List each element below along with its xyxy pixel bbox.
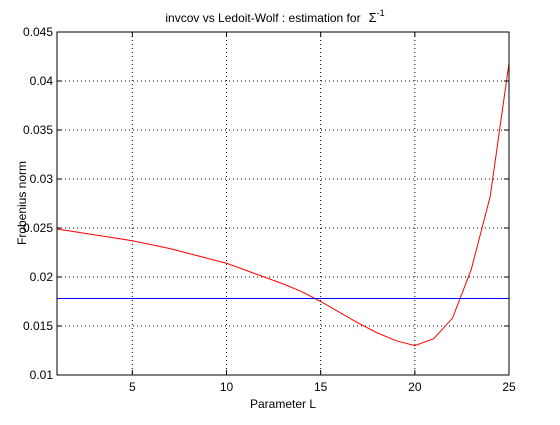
series-line-1 [56, 63, 510, 347]
plot-background [57, 32, 509, 375]
x-tick-label: 25 [502, 380, 516, 394]
y-tick-label: 0.015 [23, 319, 53, 333]
chart-title-symbol: Σ [369, 10, 377, 25]
y-tick-labels: 0.01 0.015 0.02 0.025 0.03 0.035 0.04 0.045 [23, 25, 53, 382]
series-group [56, 63, 510, 347]
y-tick-label: 0.035 [23, 123, 53, 137]
x-tick-label: 15 [314, 380, 328, 394]
x-tick-label: 5 [129, 380, 136, 394]
y-tick-label: 0.02 [30, 270, 54, 284]
chart-title-text: invcov vs Ledoit-Wolf : estimation for [165, 11, 360, 25]
x-tick-label: 10 [220, 380, 234, 394]
ticks [57, 31, 510, 376]
y-tick-label: 0.01 [30, 368, 54, 382]
y-tick-label: 0.03 [30, 172, 54, 186]
x-axis-label: Parameter L [250, 397, 316, 411]
chart-title: invcov vs Ledoit-Wolf : estimation for Σ-… [165, 8, 384, 25]
x-tick-labels: 5 10 15 20 25 [129, 380, 516, 394]
x-tick-label: 20 [408, 380, 422, 394]
y-tick-label: 0.04 [30, 74, 54, 88]
y-axis-label: Frobenius norm [15, 161, 29, 245]
chart-title-superscript: -1 [377, 8, 385, 18]
y-tick-label: 0.025 [23, 221, 53, 235]
plot-frame [56, 31, 510, 376]
y-tick-label: 0.045 [23, 25, 53, 39]
